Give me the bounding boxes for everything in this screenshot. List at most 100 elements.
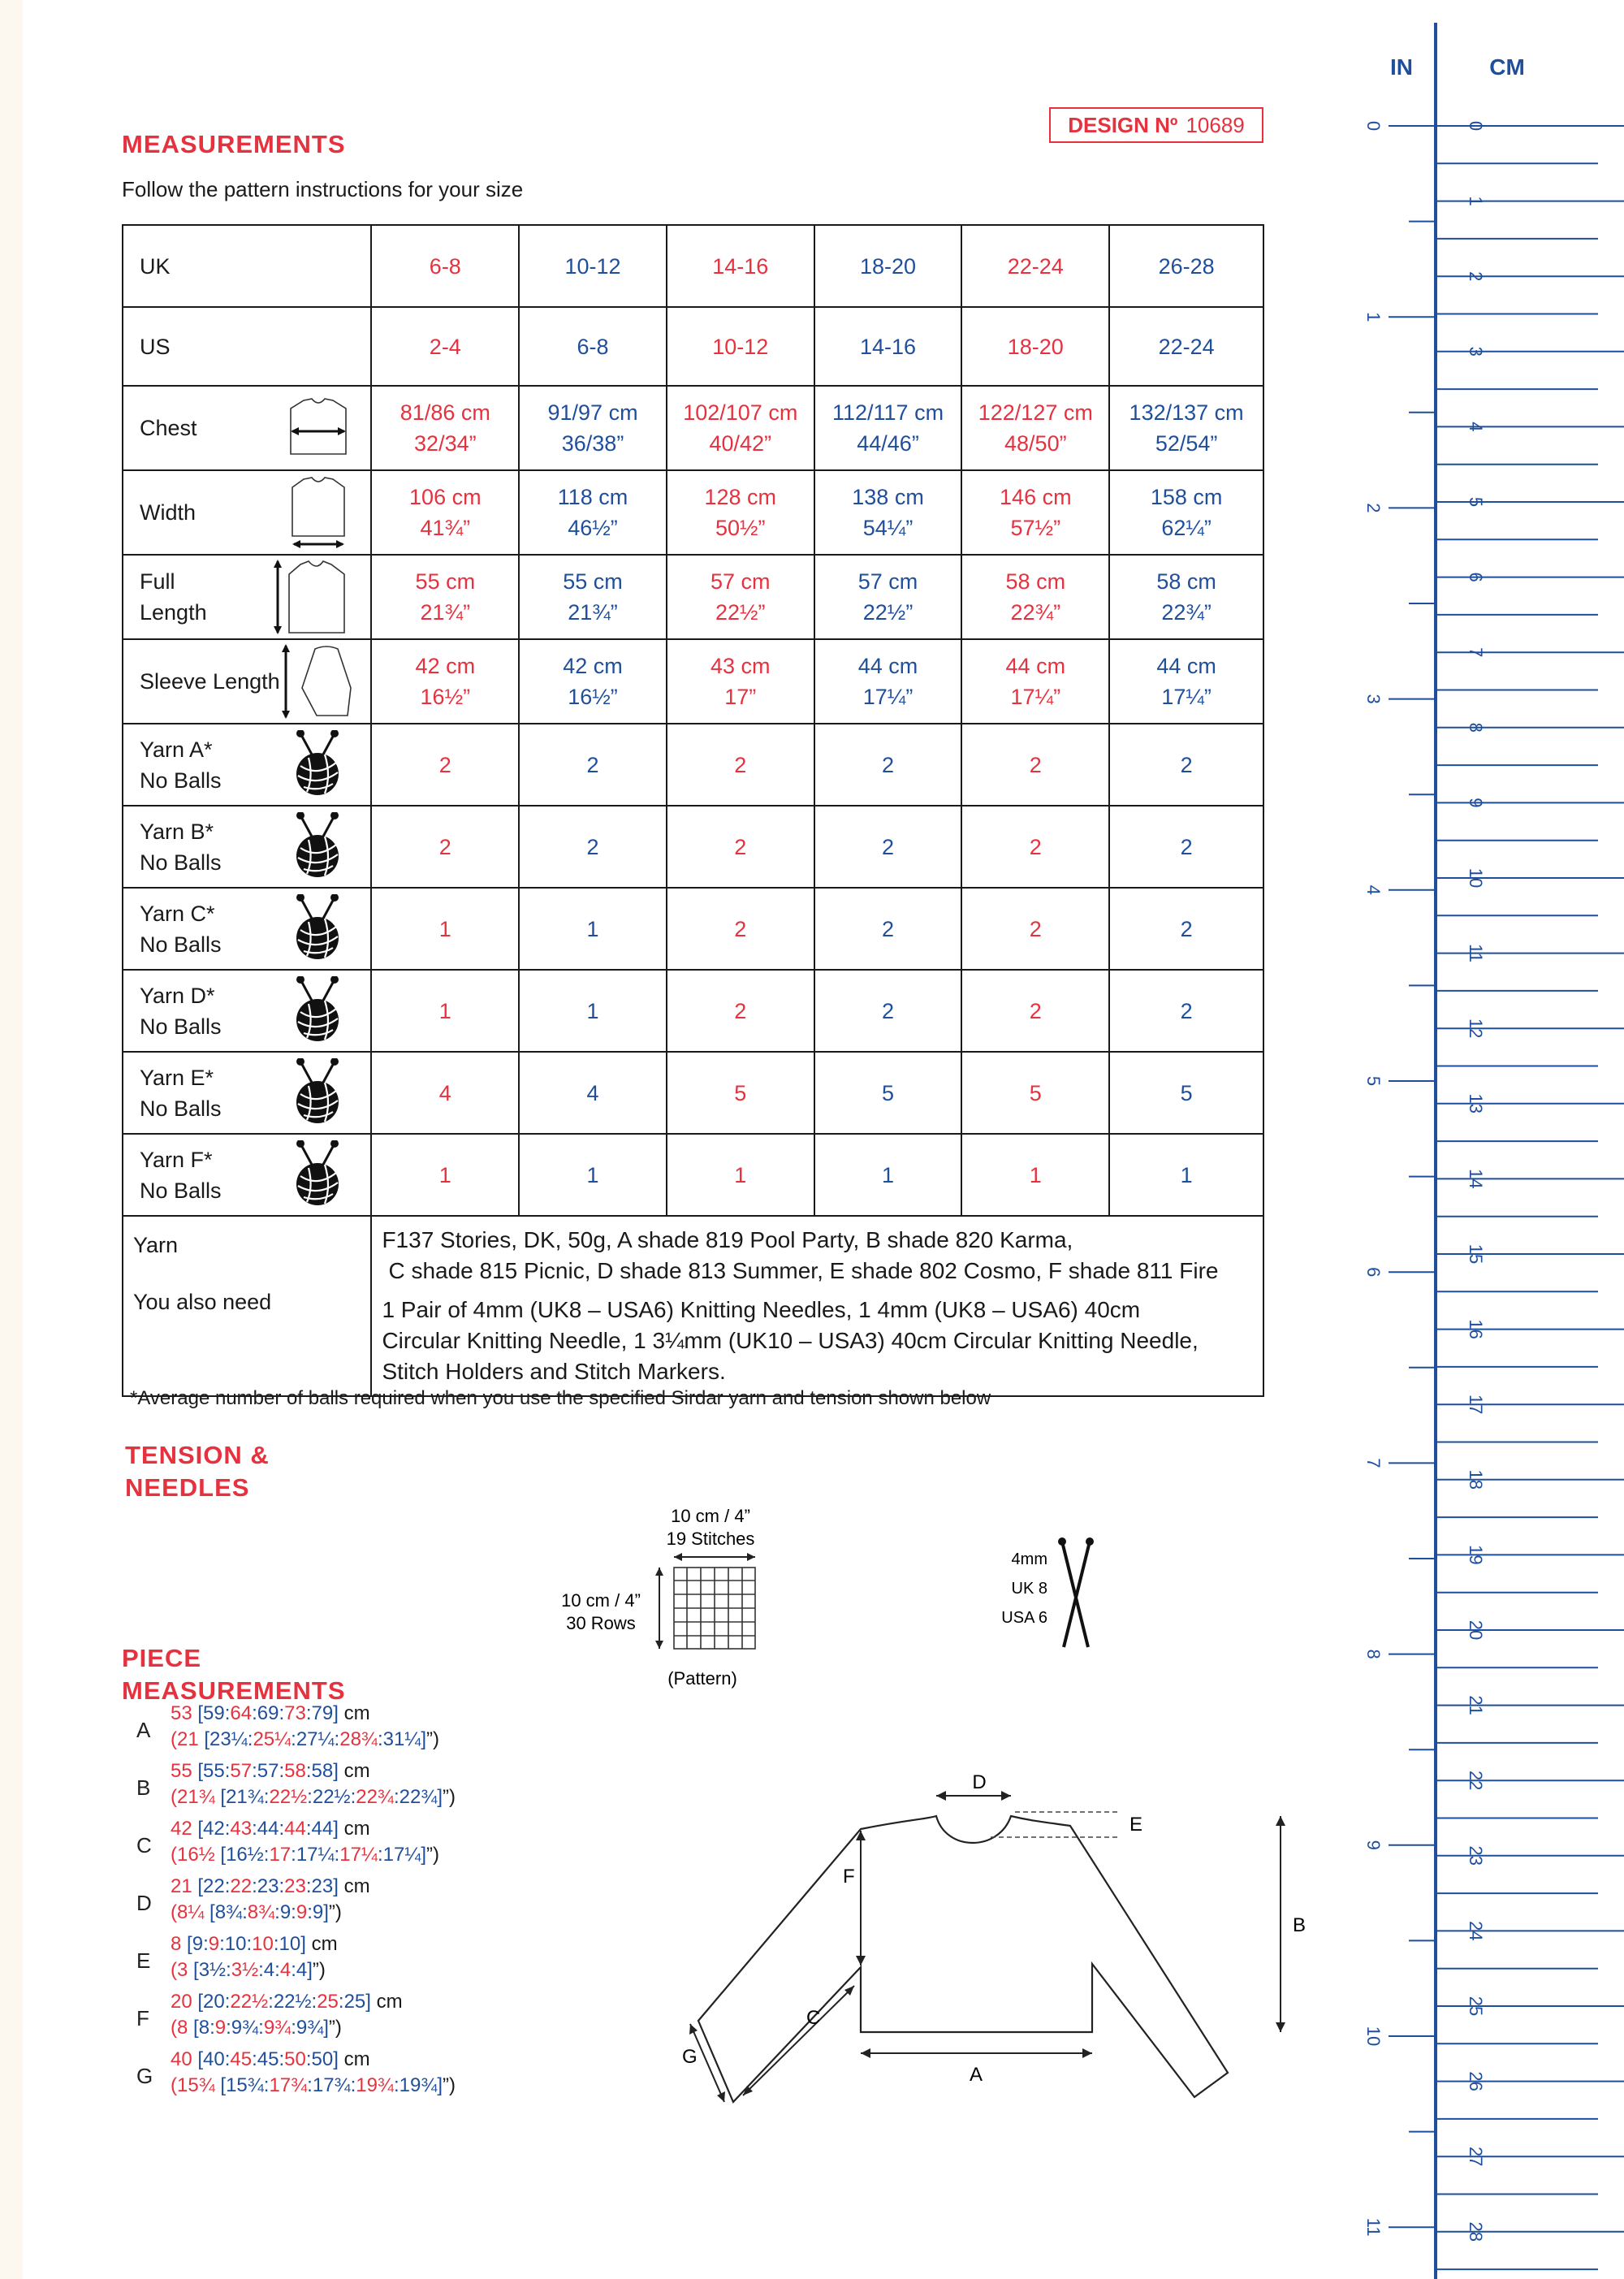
measure-cell: 44 cm 17¼” — [1108, 638, 1264, 724]
measure-cell: 138 cm 54¼” — [813, 469, 963, 556]
yarn-balls-cell: 2 — [961, 887, 1111, 971]
yarn-balls-cell: 2 — [1108, 969, 1264, 1053]
yarn-balls-cell: 2 — [813, 805, 963, 889]
measure-cm: 91/97 cm — [547, 400, 638, 425]
measure-in: 22¾” — [1161, 600, 1212, 625]
page-edge — [0, 0, 23, 2279]
measure-label-text: Sleeve Length — [140, 669, 280, 694]
piece-cm-first: 21 — [171, 1875, 192, 1897]
measure-cm: 102/107 cm — [683, 400, 798, 425]
piece-cm-value: 50 — [311, 2048, 334, 2070]
measure-label: Chest — [121, 385, 373, 471]
yarn-balls-cell: 1 — [518, 969, 667, 1053]
measure-in: 22½” — [862, 600, 914, 625]
piece-measurements-title: PIECE MEASUREMENTS — [122, 1642, 346, 1707]
label-g: G — [682, 2046, 698, 2068]
piece-in-value: 17¾ — [269, 2074, 308, 2096]
piece-cm-first: 8 — [171, 1933, 182, 1955]
swatch-pattern-label: (Pattern) — [667, 1668, 737, 1689]
measure-cm: 128 cm — [704, 485, 777, 509]
piece-in-value: 19¾ — [399, 2074, 438, 2096]
piece-in-value: 31¼ — [382, 1728, 421, 1750]
yarn-info-labels: Yarn You also need — [121, 1215, 373, 1397]
piece-cm-value: 55 — [203, 1760, 225, 1782]
piece-in-value: 4 — [279, 1959, 292, 1981]
piece-in-line: (8 [8:9:9¾:9¾:9¾]”) — [171, 2017, 342, 2039]
measure-cm: 55 cm — [415, 569, 476, 594]
piece-in-value: 17 — [269, 1844, 292, 1866]
piece-letter: G — [136, 2064, 153, 2088]
piece-in-value: 23¼ — [209, 1728, 248, 1750]
measure-in: 17¼” — [1161, 685, 1212, 709]
piece-cm-value: 22 — [203, 1875, 225, 1897]
piece-cm-value: 20 — [203, 1991, 225, 2013]
piece-in-value: 8¾ — [247, 1901, 275, 1923]
yarn-balls-cell: 5 — [961, 1051, 1111, 1135]
yarn-info-label: Yarn — [133, 1233, 179, 1257]
ruler-cm-number: 5 — [1466, 497, 1486, 507]
piece-in-value: 9¾ — [263, 2017, 292, 2039]
piece-in-first: 21 — [177, 1728, 199, 1750]
yarn-label: Yarn A* No Balls — [121, 723, 373, 807]
ruler-cm-number: 7 — [1466, 647, 1486, 657]
measure-in: 17” — [724, 685, 757, 709]
piece-in-value: 17¼ — [296, 1844, 335, 1866]
piece-in-first: 15¾ — [177, 2074, 215, 2096]
yarn-balls-cell: 2 — [370, 723, 520, 807]
measure-cm: 42 cm — [563, 654, 623, 678]
piece-cm-value: 9 — [192, 1933, 204, 1955]
piece-unit: cm — [311, 1933, 338, 1955]
measure-cell: 146 cm 57½” — [961, 469, 1111, 556]
need-line-2: Circular Knitting Needle, 1 3¼mm (UK10 –… — [382, 1328, 1199, 1353]
yarn-balls-cell: 1 — [518, 1133, 667, 1217]
piece-in-value: 9 — [279, 1901, 292, 1923]
sleeve-icon — [282, 644, 352, 719]
measure-cell: 42 cm 16½” — [370, 638, 520, 724]
ruler-inch-label: 5 — [1363, 1076, 1384, 1086]
measure-cm: 138 cm — [852, 485, 924, 509]
yarn-label-text: Yarn B* — [140, 819, 214, 844]
piece-in-line: (8¼ [8¾:8¾:9:9:9]”) — [171, 1901, 342, 1923]
yarn-balls-cell: 1 — [961, 1133, 1111, 1217]
yarn-balls-cell: 2 — [961, 805, 1111, 889]
uk-size-cell: 10-12 — [518, 224, 667, 308]
ruler-cm-number: 22 — [1466, 1771, 1486, 1790]
piece-cm-value: 58 — [311, 1760, 334, 1782]
piece-in-value: 4 — [296, 1959, 308, 1981]
piece-in-value: 22¾ — [356, 1786, 394, 1808]
piece-in-line: (3 [3½:3½:4:4:4]”) — [171, 1959, 326, 1981]
width-icon — [292, 477, 346, 548]
yarn-label-text2: No Balls — [140, 1014, 222, 1039]
ruler-cm-number: 27 — [1466, 2147, 1486, 2166]
piece-in-value: 9¾ — [231, 2017, 259, 2039]
measure-in: 52/54” — [1155, 431, 1218, 456]
piece-cm-value: 64 — [230, 1702, 253, 1724]
uk-size-cell: 6-8 — [370, 224, 520, 308]
piece-in-value: 9 — [296, 1901, 308, 1923]
piece-cm-value: 50 — [284, 2048, 306, 2070]
piece-cm-value: 23 — [311, 1875, 334, 1897]
piece-cm-value: 44 — [257, 1818, 279, 1840]
piece-cm-value: 10 — [279, 1933, 301, 1955]
yarn-row-5: Yarn F* No Balls 1 1 1 1 1 1 — [121, 1133, 1264, 1217]
piece-in-value: 17¼ — [339, 1844, 378, 1866]
ruler-cm-number: 24 — [1466, 1921, 1486, 1940]
tension-title: TENSION & NEEDLES — [125, 1439, 270, 1504]
measure-cm: 58 cm — [1005, 569, 1066, 594]
piece-cm-first: 55 — [171, 1760, 192, 1782]
piece-letter: A — [136, 1718, 151, 1742]
piece-cm-value: 45 — [257, 2048, 279, 2070]
measure-in: 62¼” — [1161, 516, 1212, 540]
yarn-label-text: Yarn F* — [140, 1147, 213, 1172]
yarn-balls-cell: 2 — [665, 723, 815, 807]
measure-cell: 58 cm 22¾” — [961, 554, 1111, 640]
piece-unit: cm — [376, 1991, 403, 2013]
label-e: E — [1129, 1814, 1142, 1836]
measure-in: 17¼” — [862, 685, 914, 709]
ruler-cm-number: 9 — [1466, 798, 1486, 807]
measurements-table: UK 6-8 10-12 14-16 18-20 22-24 26-28 US 2-4 6-8 10… — [121, 224, 1264, 1397]
piece-in-value: 17¼ — [382, 1844, 421, 1866]
measure-cell: 112/117 cm 44/46” — [813, 385, 963, 471]
yarn-balls-cell: 4 — [370, 1051, 520, 1135]
yarn-balls-cell: 2 — [1108, 723, 1264, 807]
